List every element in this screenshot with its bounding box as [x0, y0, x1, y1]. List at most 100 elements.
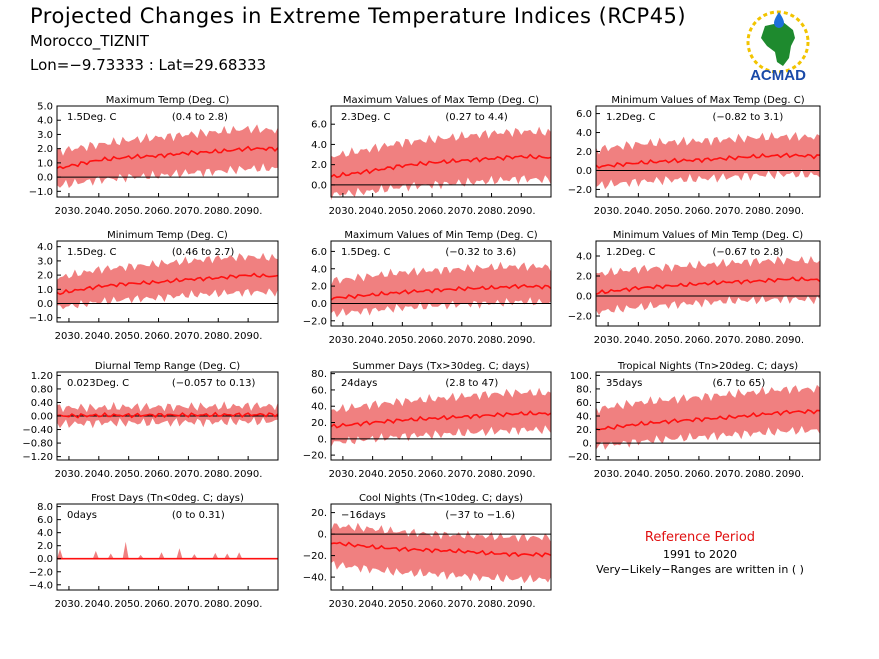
x-tick-label: 2060.	[144, 469, 173, 480]
spike-mark	[212, 552, 219, 559]
chart-panel: Maximum Values of Max Temp (Deg. C) 2.3De…	[311, 95, 552, 217]
range-label: (−0.67 to 2.8)	[712, 247, 783, 258]
y-tick-label: 4.0	[311, 140, 327, 151]
median-line	[330, 153, 552, 179]
y-tick-label: 5.0	[37, 102, 53, 113]
x-tick-label: 2070.	[447, 469, 476, 480]
y-tick-label: 20.	[311, 508, 327, 519]
y-tick-label: 0.	[317, 434, 327, 445]
x-tick-label: 2090.	[775, 469, 804, 480]
x-tick-label: 2070.	[447, 335, 476, 346]
y-tick-label: −0.80	[22, 439, 53, 450]
change-label: 2.3Deg. C	[341, 112, 390, 123]
chart-panel: Minimum Values of Max Temp (Deg. C) 1.2De…	[568, 95, 821, 217]
change-label: 24days	[341, 378, 377, 389]
y-tick-label: 0.	[317, 530, 327, 541]
x-tick-label: 2040.	[358, 599, 387, 610]
y-tick-label: 0.0	[37, 173, 53, 184]
reference-period-title: Reference Period	[644, 530, 756, 545]
median-line	[595, 276, 821, 295]
x-tick-label: 2050.	[388, 335, 417, 346]
panel-title: Maximum Values of Min Temp (Deg. C)	[344, 230, 537, 241]
africa-map-icon	[761, 22, 795, 66]
x-tick-label: 2090.	[775, 206, 804, 217]
panel-title: Frost Days (Tn<0deg. C; days)	[91, 493, 244, 504]
median-line	[595, 152, 821, 169]
x-tick-label: 2040.	[84, 599, 113, 610]
x-tick-label: 2040.	[84, 206, 113, 217]
median-line	[56, 145, 279, 170]
y-tick-label: 100.	[570, 371, 592, 382]
plot-frame	[595, 240, 821, 327]
x-tick-label: 2080.	[477, 469, 506, 480]
median-line	[56, 272, 279, 296]
x-tick-label: 2050.	[114, 331, 143, 342]
y-tick-label: 3.0	[37, 256, 53, 267]
change-label: 1.5Deg. C	[67, 112, 116, 123]
chart-panel: Maximum Values of Min Temp (Deg. C) 1.5De…	[303, 230, 552, 346]
chart-panel: Diurnal Temp Range (Deg. C) 0.023Deg. C (−…	[22, 361, 279, 480]
panel-title: Minimum Values of Max Temp (Deg. C)	[611, 95, 804, 106]
x-tick-label: 2070.	[715, 206, 744, 217]
change-label: 1.2Deg. C	[606, 247, 655, 258]
x-tick-label: 2060.	[418, 335, 447, 346]
x-tick-label: 2060.	[418, 206, 447, 217]
y-tick-label: 0.0	[311, 299, 327, 310]
uncertainty-band	[331, 522, 551, 584]
y-tick-label: 60.	[311, 385, 327, 396]
uncertainty-band	[331, 126, 551, 201]
y-tick-label: 0.40	[31, 398, 53, 409]
x-tick-label: 2030.	[55, 599, 84, 610]
median-line	[330, 410, 552, 429]
x-tick-label: 2030.	[594, 469, 623, 480]
range-label: (−0.32 to 3.6)	[445, 247, 516, 258]
y-tick-label: −20.	[303, 551, 327, 562]
spike-mark	[107, 553, 114, 559]
x-tick-label: 2040.	[624, 469, 653, 480]
range-label: (0 to 0.31)	[172, 510, 225, 521]
x-tick-label: 2050.	[388, 599, 417, 610]
y-tick-label: 0.0	[37, 554, 53, 565]
range-label: (6.7 to 65)	[712, 378, 765, 389]
y-tick-label: 2.0	[576, 147, 592, 158]
y-tick-label: 40.	[311, 402, 327, 413]
x-tick-label: 2030.	[329, 469, 358, 480]
y-tick-label: −1.0	[29, 313, 53, 324]
x-tick-label: 2040.	[624, 335, 653, 346]
y-tick-label: 0.0	[576, 292, 592, 303]
y-tick-label: 20.	[576, 425, 592, 436]
chart-panel: Frost Days (Tn<0deg. C; days) 0days (0 to …	[29, 493, 279, 610]
range-label: (0.46 to 2.7)	[172, 247, 234, 258]
spike-mark	[191, 554, 198, 559]
x-tick-label: 2050.	[388, 206, 417, 217]
x-tick-label: 2080.	[477, 335, 506, 346]
x-tick-label: 2050.	[114, 206, 143, 217]
x-tick-label: 2090.	[507, 599, 536, 610]
panel-title: Minimum Values of Min Temp (Deg. C)	[613, 230, 803, 241]
x-tick-label: 2050.	[654, 206, 683, 217]
y-tick-label: 60.	[576, 398, 592, 409]
x-tick-label: 2060.	[418, 469, 447, 480]
x-tick-label: 2060.	[685, 469, 714, 480]
x-tick-label: 2070.	[447, 206, 476, 217]
x-tick-label: 2050.	[654, 469, 683, 480]
y-tick-label: 4.0	[37, 116, 53, 127]
location-name: Morocco_TIZNIT	[30, 32, 149, 50]
change-label: 1.5Deg. C	[67, 247, 116, 258]
y-tick-label: 4.0	[576, 252, 592, 263]
x-tick-label: 2070.	[174, 599, 203, 610]
uncertainty-band	[596, 132, 820, 190]
x-tick-label: 2050.	[654, 335, 683, 346]
logo-text: ACMAD	[750, 67, 806, 84]
plot-frame	[56, 240, 279, 323]
x-tick-label: 2040.	[84, 469, 113, 480]
panel-title: Maximum Temp (Deg. C)	[106, 95, 230, 106]
x-tick-label: 2040.	[358, 469, 387, 480]
change-label: 0.023Deg. C	[67, 378, 129, 389]
range-label: (−0.057 to 0.13)	[172, 378, 256, 389]
x-tick-label: 2090.	[234, 331, 263, 342]
y-tick-label: 6.0	[311, 247, 327, 258]
y-tick-label: 0.0	[37, 299, 53, 310]
x-tick-label: 2030.	[594, 206, 623, 217]
change-label: 0days	[67, 510, 97, 521]
